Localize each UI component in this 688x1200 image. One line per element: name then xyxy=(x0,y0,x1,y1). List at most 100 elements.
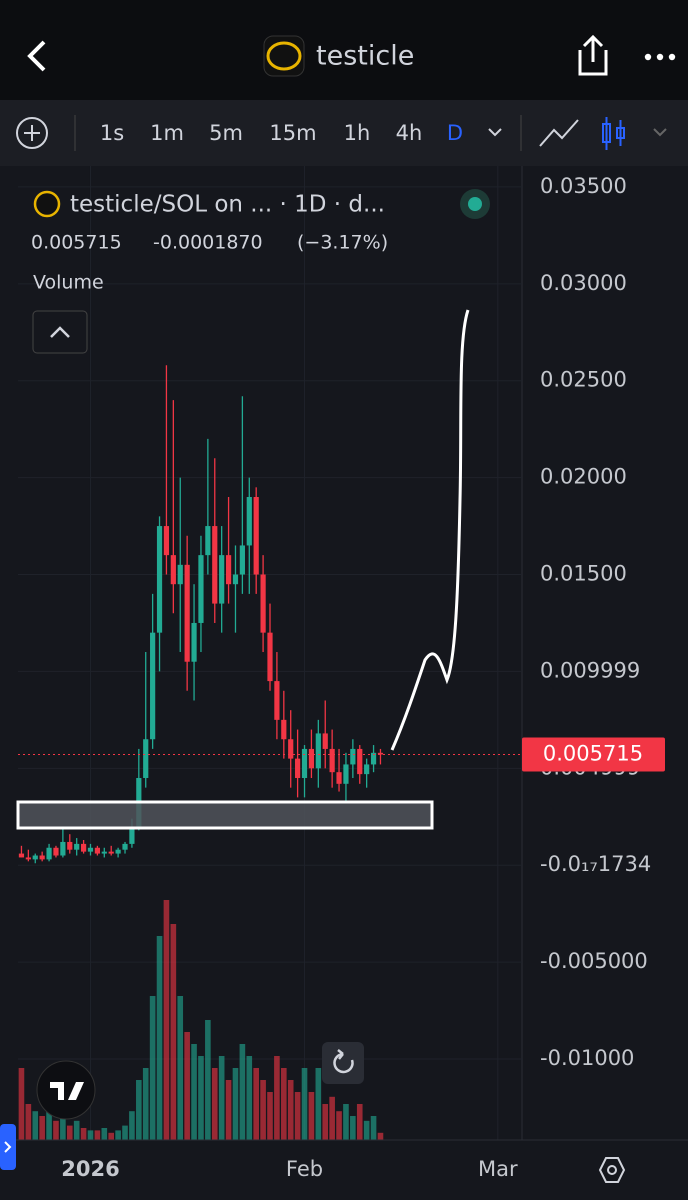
candle-body xyxy=(246,496,252,546)
candle-body xyxy=(301,748,308,778)
volume-bar xyxy=(343,1104,349,1140)
interval-option[interactable]: D xyxy=(447,121,463,145)
volume-bar xyxy=(156,936,163,1140)
candle-body xyxy=(274,681,280,720)
candle-body xyxy=(129,826,135,844)
volume-bar xyxy=(115,1130,121,1140)
volume-bar xyxy=(294,1092,301,1140)
tv-logo[interactable] xyxy=(36,1060,96,1120)
volume-bar xyxy=(308,1092,315,1140)
volume-bar xyxy=(39,1116,45,1140)
candle-body xyxy=(163,526,170,556)
volume-bar xyxy=(129,1111,135,1140)
x-tick-label: 2026 xyxy=(61,1157,119,1181)
volume-bar xyxy=(136,1080,142,1140)
volume-bar xyxy=(287,1080,294,1140)
volume-bar xyxy=(205,1020,211,1140)
back-button[interactable] xyxy=(27,40,46,72)
volume-bar xyxy=(149,996,156,1140)
volume-bar xyxy=(170,924,177,1140)
volume-bar xyxy=(73,1120,80,1140)
volume-bar xyxy=(177,996,184,1140)
interval-option[interactable]: 5m xyxy=(209,121,243,145)
time-axis xyxy=(0,1140,688,1200)
interval-option[interactable]: 1m xyxy=(150,121,184,145)
candle-body xyxy=(184,564,190,662)
collapse-icon xyxy=(50,326,70,338)
candle-style[interactable] xyxy=(602,117,625,150)
volume-bar xyxy=(370,1116,377,1140)
candle-body xyxy=(219,555,225,604)
candle-body xyxy=(87,847,94,852)
candle-body xyxy=(170,555,176,585)
candle-body xyxy=(253,496,259,575)
candle-body xyxy=(232,574,239,585)
volume-bar xyxy=(377,1132,384,1140)
add-icon xyxy=(24,125,40,141)
volume-bar xyxy=(336,1111,342,1140)
candle-body xyxy=(212,526,218,604)
candle-body xyxy=(18,853,25,858)
volume-bar xyxy=(267,1092,273,1140)
volume-bar xyxy=(25,1104,32,1140)
candle-body xyxy=(225,555,232,585)
y-tick-label: -0.005000 xyxy=(540,949,648,973)
last-price: 0.005715 xyxy=(31,232,122,254)
interval-option[interactable]: 4h xyxy=(396,121,423,145)
tv-logo-mark xyxy=(50,1082,84,1100)
volume-bar xyxy=(260,1080,266,1140)
volume-bar xyxy=(329,1096,335,1140)
interval-option[interactable]: 15m xyxy=(269,121,316,145)
volume-bar xyxy=(142,1068,149,1140)
candle-body xyxy=(94,847,100,854)
reset-button[interactable] xyxy=(322,1042,364,1084)
candle-body xyxy=(343,764,349,784)
volume-bar xyxy=(211,1068,218,1140)
x-tick-label: Feb xyxy=(286,1157,323,1181)
candle-body xyxy=(364,764,370,775)
candle-body xyxy=(60,841,66,856)
collapse-button[interactable] xyxy=(32,310,88,354)
candle-body xyxy=(177,564,183,585)
candle-body xyxy=(288,739,294,759)
candle-body xyxy=(308,748,315,769)
candle-body xyxy=(322,733,328,749)
candle-body xyxy=(74,843,80,850)
volume-bar xyxy=(60,1116,66,1140)
volume-bar xyxy=(94,1130,101,1140)
interval-option[interactable]: 1s xyxy=(100,121,124,145)
candle-body xyxy=(80,843,87,852)
y-tick-label: -0.01000 xyxy=(540,1046,634,1070)
candle-body xyxy=(143,739,149,778)
volume-bar xyxy=(46,1111,52,1140)
interval-menu[interactable] xyxy=(488,128,502,137)
side-tab[interactable] xyxy=(0,1124,16,1170)
interval-option[interactable]: 1h xyxy=(344,121,371,145)
y-tick-label: 0.03000 xyxy=(540,271,627,295)
settings-button[interactable] xyxy=(598,1157,626,1183)
status-dot xyxy=(468,197,482,211)
line-style[interactable] xyxy=(539,119,579,147)
y-tick-label: 0.02500 xyxy=(540,368,627,392)
top-bar xyxy=(0,0,688,100)
volume-bar xyxy=(184,1032,190,1140)
style-menu[interactable] xyxy=(653,128,667,137)
settings-icon xyxy=(607,1165,617,1175)
share-button[interactable] xyxy=(578,34,608,76)
volume-bar xyxy=(18,1068,25,1140)
candle-body xyxy=(329,748,335,773)
projection-drawing xyxy=(390,309,470,751)
more-button[interactable] xyxy=(644,53,676,61)
candle-body xyxy=(295,758,301,778)
volume-bar xyxy=(363,1120,370,1140)
volume-bar xyxy=(218,1056,225,1140)
add-indicator[interactable] xyxy=(16,117,48,149)
candle-body xyxy=(122,843,128,850)
support-box xyxy=(16,800,434,830)
token-logo-ring xyxy=(266,41,302,71)
symbol-name: testicle/SOL on ... · 1D · d... xyxy=(70,192,385,218)
volume-bar xyxy=(32,1111,39,1140)
volume-bar xyxy=(163,900,170,1140)
volume-bar xyxy=(53,1120,59,1140)
